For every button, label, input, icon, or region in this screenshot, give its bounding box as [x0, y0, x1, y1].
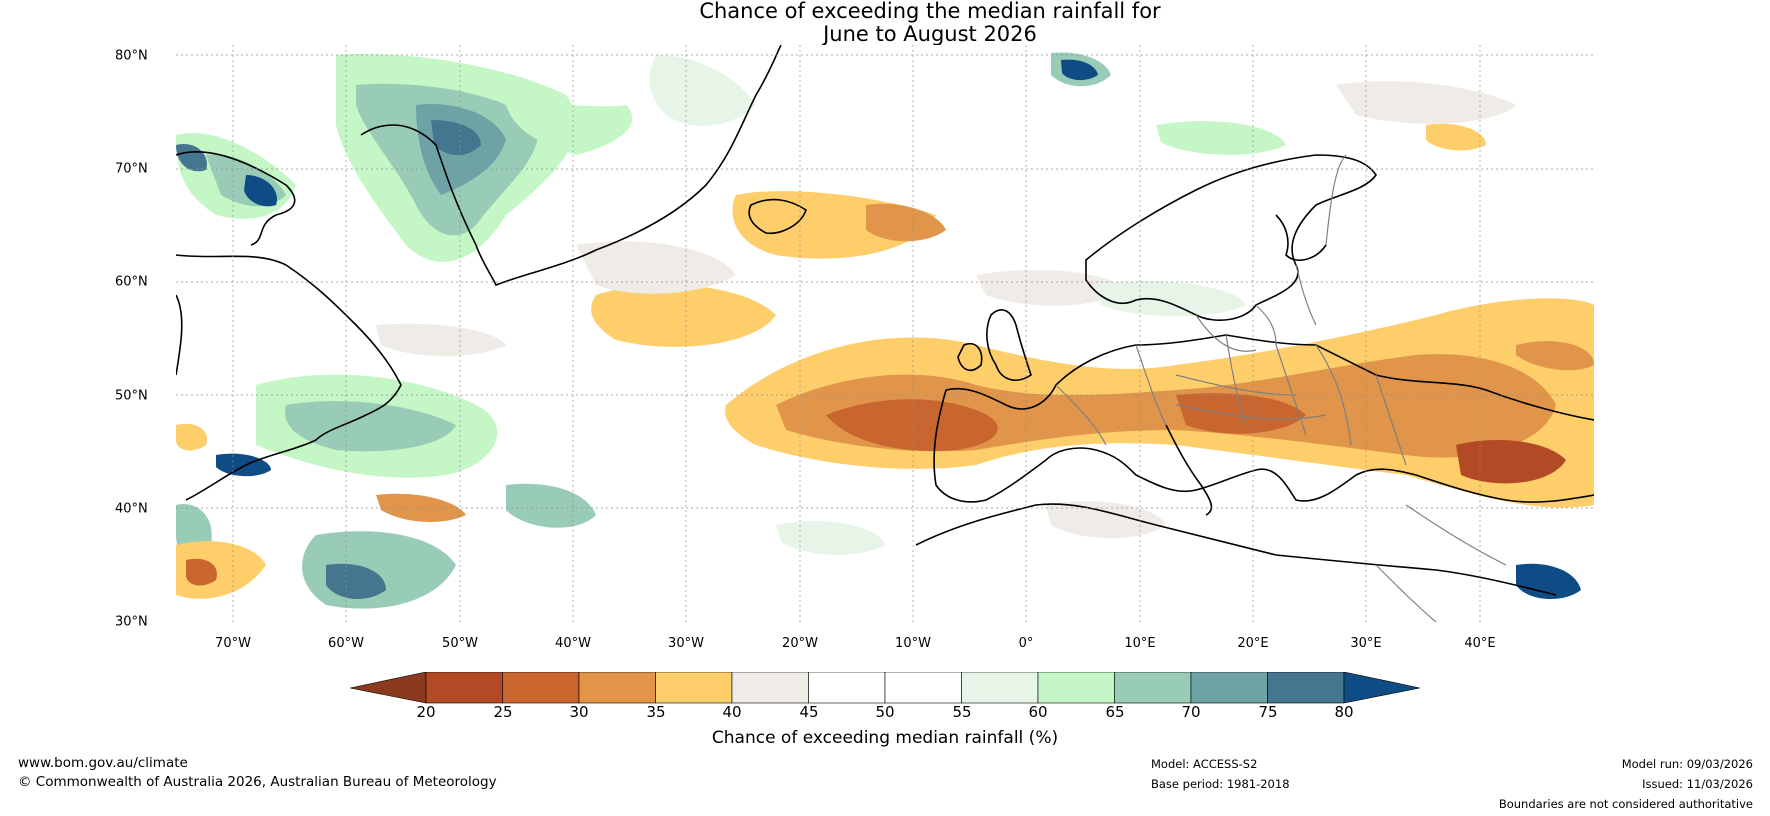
- colorbar: [350, 672, 1420, 704]
- lon-label-10w: 10°W: [895, 636, 931, 651]
- lon-label-20w: 20°W: [782, 636, 818, 651]
- lon-label-60w: 60°W: [328, 636, 364, 651]
- colorbar-bin-20-25: [425, 672, 503, 704]
- colorbar-tick-25: 25: [493, 703, 513, 721]
- colorbar-bin-25-30: [502, 672, 580, 704]
- colorbar-bin-60-65: [1037, 672, 1115, 704]
- colorbar-tick-40: 40: [722, 703, 742, 721]
- lat-label-70n: 70°N: [115, 161, 148, 177]
- coastlines: [176, 45, 1594, 596]
- colorbar-bin-65-70: [1114, 672, 1192, 704]
- wet-region-greenland: [176, 52, 1111, 262]
- map-title: Chance of exceeding the median rainfall …: [0, 0, 1770, 46]
- colorbar-tick-70: 70: [1181, 703, 1201, 721]
- colorbar-tick-50: 50: [875, 703, 895, 721]
- website-link[interactable]: www.bom.gov.au/climate: [18, 755, 188, 771]
- model-text: Model: ACCESS-S2: [1151, 757, 1258, 771]
- lon-label-30e: 30°E: [1350, 636, 1382, 651]
- lat-label-80n: 80°N: [115, 48, 148, 64]
- colorbar-tick-75: 75: [1258, 703, 1278, 721]
- colorbar-bin-35-40: [655, 672, 733, 704]
- near-normal-grey: [376, 81, 1516, 555]
- colorbar-tick-80: 80: [1334, 703, 1354, 721]
- dry-region-europe: [176, 123, 1594, 599]
- title-line-2: June to August 2026: [823, 22, 1037, 46]
- national-borders: [1055, 154, 1507, 622]
- rainfall-map: [176, 45, 1594, 622]
- disclaimer-text: Boundaries are not considered authoritat…: [1498, 797, 1753, 811]
- colorbar-bin-70-75: [1190, 672, 1268, 704]
- title-line-1: Chance of exceeding the median rainfall …: [699, 0, 1161, 23]
- colorbar-bin-40-45: [731, 672, 809, 704]
- copyright-text: © Commonwealth of Australia 2026, Austra…: [18, 774, 497, 790]
- colorbar-label: Chance of exceeding median rainfall (%): [711, 728, 1059, 748]
- lon-label-70w: 70°W: [215, 636, 251, 651]
- model-run-text: Model run: 09/03/2026: [1621, 757, 1753, 771]
- colorbar-bin-50-55: [884, 672, 962, 704]
- wet-region-atlantic: [176, 374, 1581, 609]
- colorbar-low-extension: [350, 672, 427, 704]
- colorbar-bin-75-80: [1267, 672, 1345, 704]
- lon-label-30w: 30°W: [668, 636, 704, 651]
- colorbar-tick-45: 45: [799, 703, 819, 721]
- colorbar-tick-20: 20: [416, 703, 436, 721]
- lat-label-30n: 30°N: [115, 614, 148, 630]
- colorbar-bin-30-35: [578, 672, 656, 704]
- lon-label-50w: 50°W: [442, 636, 478, 651]
- lat-label-40n: 40°N: [115, 501, 148, 517]
- lon-label-40e: 40°E: [1464, 636, 1496, 651]
- colorbar-tick-55: 55: [952, 703, 972, 721]
- lat-label-50n: 50°N: [115, 388, 148, 404]
- lon-label-40w: 40°W: [555, 636, 591, 651]
- lon-label-0: 0°: [1018, 636, 1034, 651]
- colorbar-tick-35: 35: [646, 703, 666, 721]
- lon-label-10e: 10°E: [1124, 636, 1156, 651]
- colorbar-tick-30: 30: [569, 703, 589, 721]
- lon-label-20e: 20°E: [1237, 636, 1269, 651]
- colorbar-bin-45-50: [808, 672, 886, 704]
- colorbar-tick-65: 65: [1105, 703, 1125, 721]
- graticule: [176, 45, 1594, 622]
- lat-label-60n: 60°N: [115, 274, 148, 290]
- colorbar-tick-60: 60: [1028, 703, 1048, 721]
- colorbar-bin-55-60: [961, 672, 1039, 704]
- issued-text: Issued: 11/03/2026: [1642, 777, 1753, 791]
- rainfall-shading: [176, 52, 1594, 609]
- base-period-text: Base period: 1981-2018: [1151, 777, 1290, 791]
- colorbar-high-extension: [1343, 672, 1420, 704]
